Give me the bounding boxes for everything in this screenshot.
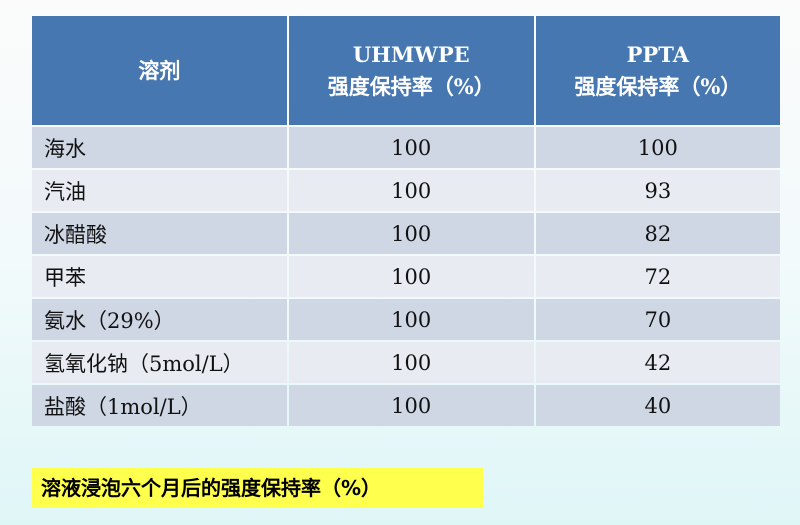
cell-uhmwpe: 100: [288, 213, 534, 254]
retention-table: 溶剂 UHMWPE 强度保持率（%） PPTA 强度保持率（%） 海水 100 100 汽…: [30, 14, 782, 428]
cell-uhmwpe: 100: [288, 299, 534, 340]
cell-uhmwpe: 100: [288, 127, 534, 168]
cell-solvent: 冰醋酸: [32, 213, 287, 254]
cell-solvent: 海水: [32, 127, 287, 168]
header-label: 溶剂: [138, 57, 181, 83]
header-uhmwpe: UHMWPE 强度保持率（%）: [288, 16, 534, 125]
header-label: PPTA: [626, 41, 689, 67]
table-row: 氢氧化钠（5mol/L） 100 42: [32, 342, 780, 383]
cell-solvent: 盐酸（1mol/L）: [32, 385, 287, 426]
cell-solvent: 氨水（29%）: [32, 299, 287, 340]
header-row: 溶剂 UHMWPE 强度保持率（%） PPTA 强度保持率（%）: [32, 16, 780, 125]
cell-solvent: 甲苯: [32, 256, 287, 297]
header-label: UHMWPE: [352, 41, 470, 67]
cell-ppta: 93: [535, 170, 780, 211]
header-sublabel: 强度保持率（%）: [327, 73, 495, 99]
table-row: 盐酸（1mol/L） 100 40: [32, 385, 780, 426]
cell-ppta: 40: [535, 385, 780, 426]
header-ppta: PPTA 强度保持率（%）: [535, 16, 780, 125]
table-row: 氨水（29%） 100 70: [32, 299, 780, 340]
cell-uhmwpe: 100: [288, 256, 534, 297]
cell-ppta: 42: [535, 342, 780, 383]
cell-uhmwpe: 100: [288, 170, 534, 211]
cell-ppta: 72: [535, 256, 780, 297]
cell-solvent: 氢氧化钠（5mol/L）: [32, 342, 287, 383]
cell-solvent: 汽油: [32, 170, 287, 211]
cell-ppta: 70: [535, 299, 780, 340]
cell-uhmwpe: 100: [288, 342, 534, 383]
header-solvent: 溶剂: [32, 16, 287, 125]
cell-uhmwpe: 100: [288, 385, 534, 426]
table-row: 海水 100 100: [32, 127, 780, 168]
cell-ppta: 82: [535, 213, 780, 254]
table-row: 汽油 100 93: [32, 170, 780, 211]
table-row: 冰醋酸 100 82: [32, 213, 780, 254]
caption: 溶液浸泡六个月后的强度保持率（%）: [32, 468, 483, 508]
cell-ppta: 100: [535, 127, 780, 168]
table-row: 甲苯 100 72: [32, 256, 780, 297]
header-sublabel: 强度保持率（%）: [574, 73, 742, 99]
